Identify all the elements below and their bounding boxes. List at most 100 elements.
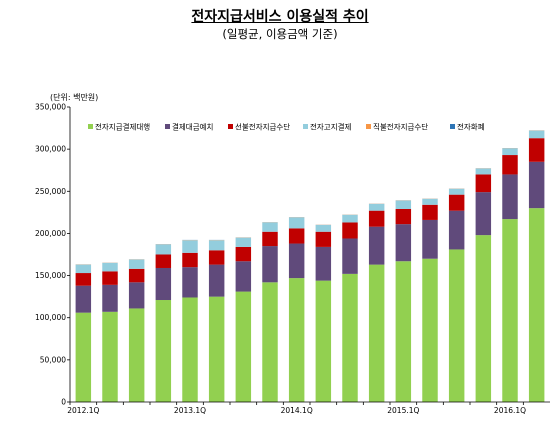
x-tick-label: 2014.1Q xyxy=(281,406,313,415)
bar-segment xyxy=(182,240,198,253)
bar-segment xyxy=(155,300,172,402)
chart-subtitle: (일평균, 이용금액 기준) xyxy=(222,27,338,41)
bar-segment xyxy=(342,214,358,223)
legend-label: 전자화폐 xyxy=(457,122,485,132)
y-tick-label: 250,000 xyxy=(35,187,66,196)
bar-segment xyxy=(315,225,332,232)
bar-segment xyxy=(208,240,225,251)
bar-segment xyxy=(182,297,198,402)
x-tick-label: 2016.1Q xyxy=(494,406,526,415)
y-tick-label: 50,000 xyxy=(40,355,66,364)
bar-segment xyxy=(235,237,252,247)
y-tick-label: 150,000 xyxy=(35,271,66,280)
bar-segment xyxy=(102,262,118,272)
legend-swatch xyxy=(165,124,170,129)
bar-segment xyxy=(422,219,438,259)
bar-segment xyxy=(262,246,278,283)
bar-segment xyxy=(262,222,278,232)
bar-segment xyxy=(368,210,385,227)
bar-segment xyxy=(155,254,172,268)
bar-segment xyxy=(342,238,358,274)
bar-segment xyxy=(448,210,465,250)
y-axis-ticks: 0 50,000 100,000 150,000 200,000 250,000 300,0… xyxy=(35,103,70,407)
bar-segment xyxy=(368,203,385,211)
legend-swatch xyxy=(450,124,455,129)
unit-label: (단위: 백만원) xyxy=(50,93,99,102)
x-tick-label: 2015.1Q xyxy=(387,406,419,415)
bar-segment xyxy=(502,219,518,402)
bar-segment xyxy=(182,267,198,298)
bar-segment xyxy=(235,246,252,262)
bar-segment xyxy=(342,273,358,402)
legend-swatch xyxy=(303,124,308,129)
legend-swatch xyxy=(228,124,233,129)
bar-segment xyxy=(342,222,358,239)
bar-segment xyxy=(75,273,92,286)
bar-segment xyxy=(315,246,332,281)
legend-label: 결제대금예치 xyxy=(172,122,213,132)
legend-label: 직불전자지급수단 xyxy=(373,122,428,132)
bar-segment xyxy=(75,312,92,402)
bar-segment xyxy=(75,264,92,274)
legend-label: 전자지급결제대행 xyxy=(95,122,150,132)
bar-segment xyxy=(315,280,332,402)
x-axis-ticks: 2012.1Q 2013.1Q 2014.1Q 2015.1Q 2016.1Q xyxy=(67,402,526,415)
bar-segment xyxy=(395,224,412,262)
bar-segment xyxy=(422,258,438,402)
bar-segment xyxy=(528,130,545,139)
bar-segment xyxy=(475,174,492,193)
bar-segment xyxy=(448,188,465,195)
chart-title: 전자지급서비스 이용실적 추이 xyxy=(191,9,369,25)
bar-segment xyxy=(448,249,465,402)
bar-segment xyxy=(395,261,412,402)
legend-swatch xyxy=(88,124,93,129)
bar-segment xyxy=(235,291,252,402)
legend: 전자지급결제대행 결제대금예치 선불전자지급수단 전자고지결제 직불전자지급수단 전자화폐 xyxy=(88,122,485,132)
bar-segment xyxy=(75,285,92,313)
bar-segment xyxy=(262,231,278,247)
bar-segment xyxy=(422,204,438,220)
bar-segment xyxy=(208,296,225,402)
bar-segment xyxy=(288,278,305,402)
bar-segment xyxy=(502,148,518,156)
bar-segment xyxy=(528,161,545,209)
bar-segment xyxy=(102,284,118,312)
bar-segment xyxy=(262,282,278,402)
bar-segment xyxy=(155,267,172,301)
bar-segment xyxy=(102,311,118,402)
legend-label: 선불전자지급수단 xyxy=(235,122,290,132)
y-tick-label: 100,000 xyxy=(35,313,66,322)
bar-segment xyxy=(395,200,412,209)
bar-segment xyxy=(528,138,545,162)
bar-segment xyxy=(448,194,465,211)
bar-segment xyxy=(422,198,438,205)
bar-segment xyxy=(368,264,385,402)
bar-segment xyxy=(288,217,305,229)
bar-segment xyxy=(528,208,545,402)
bar-segment xyxy=(102,271,118,285)
bar-segment xyxy=(128,282,145,309)
bar-segment xyxy=(208,264,225,297)
bar-segment xyxy=(395,208,412,225)
bar-segment xyxy=(475,235,492,402)
bar-segment xyxy=(208,250,225,265)
bar-segment xyxy=(475,168,492,175)
bar-segment xyxy=(288,228,305,244)
bar-segment xyxy=(128,308,145,402)
y-tick-label: 200,000 xyxy=(35,229,66,238)
bar-segment xyxy=(502,174,518,220)
bar-segment xyxy=(235,261,252,292)
y-tick-label: 350,000 xyxy=(35,103,66,112)
bar-segment xyxy=(475,192,492,236)
bar-segment xyxy=(315,231,332,247)
y-tick-label: 0 xyxy=(61,398,66,407)
legend-swatch xyxy=(366,124,371,129)
bars xyxy=(75,130,545,402)
x-tick-label: 2012.1Q xyxy=(67,406,99,415)
bar-segment xyxy=(502,155,518,175)
legend-label: 전자고지결제 xyxy=(310,122,351,132)
bar-segment xyxy=(128,268,145,283)
bar-segment xyxy=(368,226,385,265)
x-tick-label: 2013.1Q xyxy=(174,406,206,415)
